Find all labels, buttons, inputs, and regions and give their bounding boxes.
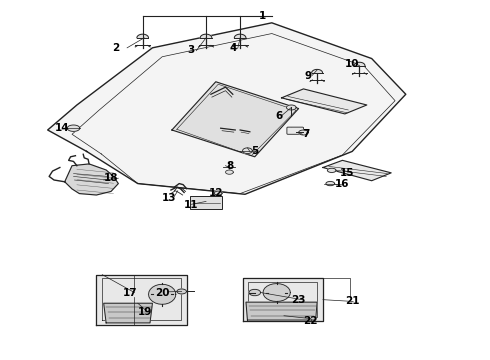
Polygon shape [104, 303, 152, 323]
Polygon shape [172, 82, 298, 157]
Polygon shape [200, 34, 212, 38]
Text: 19: 19 [138, 307, 152, 317]
Polygon shape [148, 284, 176, 304]
Text: 23: 23 [292, 295, 306, 305]
Text: 12: 12 [209, 188, 223, 198]
Polygon shape [214, 191, 222, 195]
Polygon shape [67, 125, 80, 131]
Text: 7: 7 [302, 129, 310, 139]
Polygon shape [97, 275, 187, 325]
Text: 18: 18 [104, 173, 118, 183]
Polygon shape [263, 284, 290, 301]
Bar [191, 196, 222, 209]
Polygon shape [326, 181, 335, 186]
Text: 21: 21 [345, 296, 360, 306]
FancyBboxPatch shape [287, 127, 303, 134]
Polygon shape [354, 62, 365, 66]
Text: 3: 3 [188, 45, 195, 55]
Polygon shape [312, 69, 322, 73]
Text: 1: 1 [258, 11, 266, 21]
Polygon shape [243, 148, 252, 154]
Polygon shape [48, 23, 406, 194]
Polygon shape [282, 89, 367, 114]
Polygon shape [287, 105, 296, 110]
Polygon shape [243, 278, 323, 321]
Polygon shape [323, 160, 391, 181]
Text: 20: 20 [155, 288, 170, 297]
Text: 13: 13 [162, 193, 177, 203]
Polygon shape [137, 34, 148, 38]
Polygon shape [65, 164, 118, 195]
Text: 2: 2 [112, 43, 120, 53]
Polygon shape [225, 170, 233, 174]
Text: 16: 16 [335, 179, 350, 189]
Text: 8: 8 [227, 161, 234, 171]
Polygon shape [299, 130, 308, 135]
Polygon shape [327, 168, 336, 172]
Polygon shape [234, 34, 246, 38]
Text: 10: 10 [345, 59, 360, 69]
Text: 11: 11 [184, 200, 198, 210]
Polygon shape [246, 302, 317, 320]
Text: 15: 15 [340, 168, 355, 178]
Text: 22: 22 [303, 316, 318, 326]
Text: 9: 9 [305, 71, 312, 81]
Text: 14: 14 [55, 123, 70, 133]
Text: 5: 5 [251, 147, 258, 157]
Text: 4: 4 [229, 43, 237, 53]
Text: 6: 6 [275, 111, 283, 121]
Polygon shape [249, 289, 261, 296]
Polygon shape [177, 289, 187, 294]
Text: 17: 17 [123, 288, 138, 297]
